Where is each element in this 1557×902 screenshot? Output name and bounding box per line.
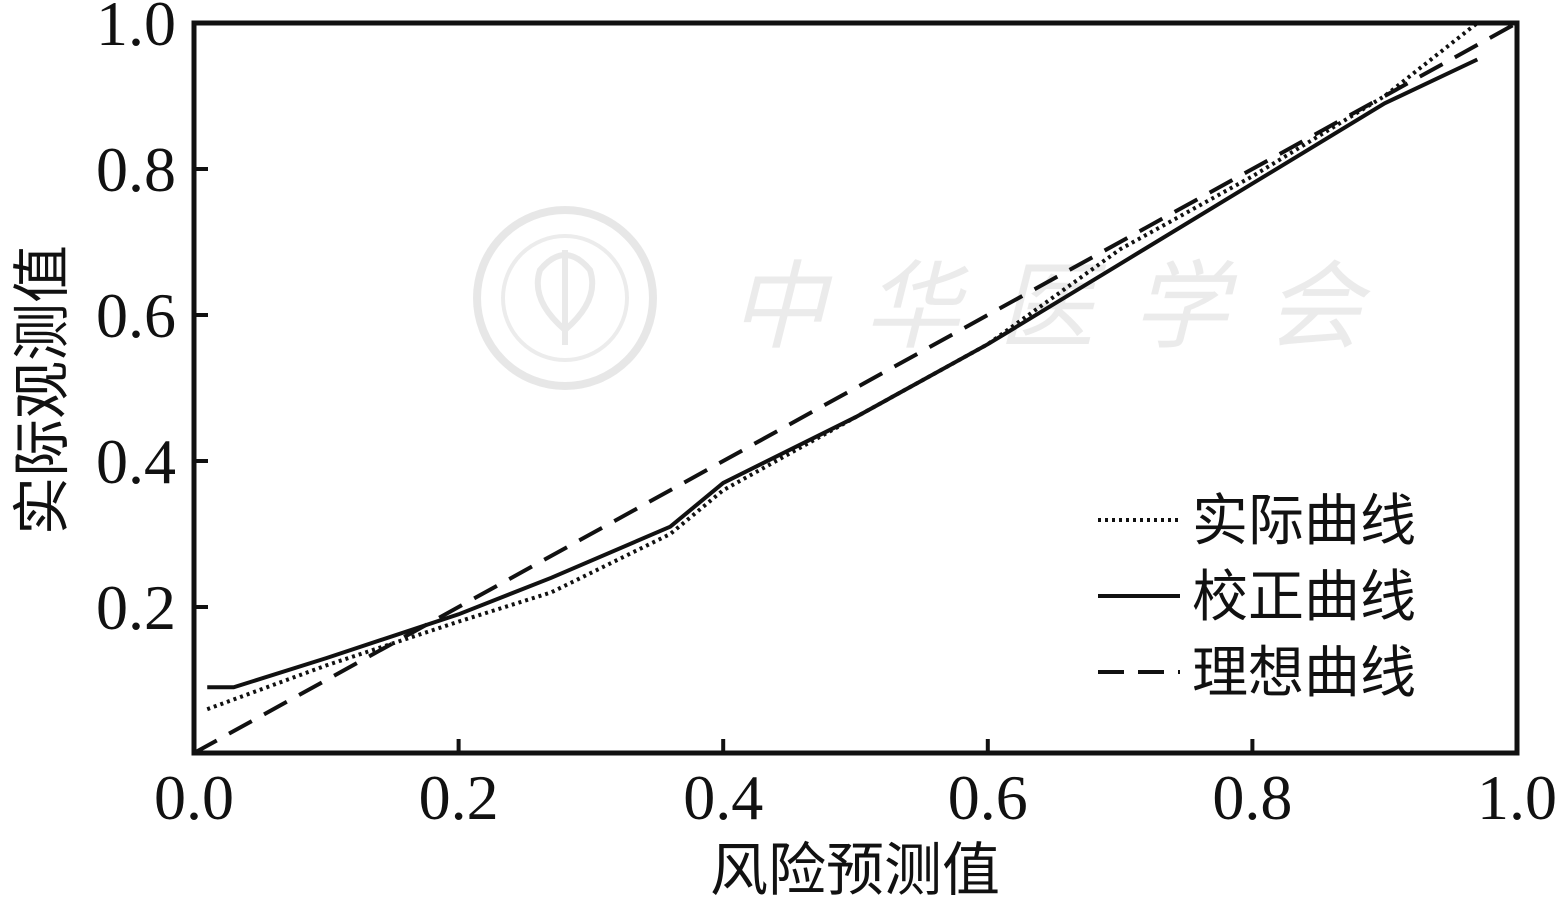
legend-label: 实际曲线 [1192,489,1416,554]
y-tick-label: 0.8 [96,134,176,205]
x-axis-label: 风险预测值 [710,836,1000,902]
x-tick-label: 0.6 [948,762,1028,833]
y-axis-label: 实际观测值 [8,245,76,535]
series-line-1 [206,21,1479,712]
series-layer [193,21,1518,755]
series-line-3 [193,21,1518,755]
y-tick-label: 1.0 [96,0,176,59]
y-tick-label: 0.4 [96,426,176,497]
x-tick-label: 0.4 [683,762,763,833]
x-tick-label: 0.2 [419,762,499,833]
x-tick-label: 0.8 [1212,762,1292,833]
x-axis-ticks: 0.0 0.2 0.4 0.6 0.8 1.0 [154,739,1557,833]
plot-frame [191,20,1520,756]
y-tick-label: 0.6 [96,280,176,351]
y-tick-label: 0.2 [96,572,176,643]
legend-label: 理想曲线 [1192,641,1416,706]
series-line-2 [207,57,1479,690]
x-tick-label: 1.0 [1477,762,1557,833]
y-axis-ticks: 0.2 0.4 0.6 0.8 1.0 [96,0,208,643]
watermark-seal-icon [473,206,657,390]
x-tick-label: 0.0 [154,762,234,833]
legend-label: 校正曲线 [1192,565,1416,630]
watermark: 中华医学会 [473,206,1400,390]
watermark-text: 中华医学会 [730,251,1400,363]
